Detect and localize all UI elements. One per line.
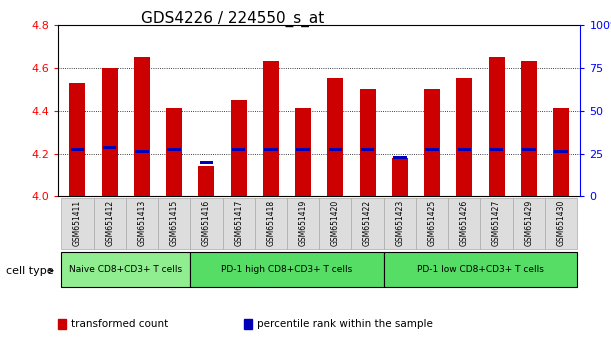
Text: GSM651411: GSM651411 [73,200,82,246]
Text: PD-1 high CD8+CD3+ T cells: PD-1 high CD8+CD3+ T cells [221,265,353,274]
Text: GSM651425: GSM651425 [428,200,437,246]
Bar [384,252,577,287]
Bar [126,198,158,249]
Bar [393,156,407,159]
Text: Naive CD8+CD3+ T cells: Naive CD8+CD3+ T cells [69,265,182,274]
Bar [320,198,351,249]
Text: GSM651416: GSM651416 [202,200,211,246]
Bar [158,198,190,249]
Bar [416,198,448,249]
Bar [222,198,255,249]
Bar [287,198,319,249]
Bar [458,148,471,151]
Bar [480,198,513,249]
Bar [554,150,568,153]
Bar [70,148,84,151]
Text: GSM651423: GSM651423 [395,200,404,246]
Bar [264,148,278,151]
Text: GSM651419: GSM651419 [299,200,307,246]
Bar [425,148,439,151]
Text: GDS4226 / 224550_s_at: GDS4226 / 224550_s_at [141,11,324,27]
Bar [384,198,416,249]
Text: GSM651412: GSM651412 [105,200,114,246]
Bar [167,148,181,151]
Bar [360,148,375,151]
Bar [200,161,213,164]
Bar [101,68,118,196]
Bar [448,198,480,249]
Text: GSM651426: GSM651426 [460,200,469,246]
Bar [489,57,505,196]
Text: cell type: cell type [6,266,54,276]
Bar [327,79,343,196]
Bar [232,148,246,151]
Text: GSM651429: GSM651429 [524,200,533,246]
Bar [351,198,384,249]
Text: transformed count: transformed count [71,319,168,329]
Bar [359,89,376,196]
Bar [392,158,408,196]
Bar [69,83,86,196]
Text: GSM651417: GSM651417 [234,200,243,246]
Bar [190,252,384,287]
Bar [103,146,117,149]
Bar [456,79,472,196]
Bar [166,108,182,196]
Text: percentile rank within the sample: percentile rank within the sample [257,319,433,329]
Bar [230,100,247,196]
Text: GSM651420: GSM651420 [331,200,340,246]
Text: PD-1 low CD8+CD3+ T cells: PD-1 low CD8+CD3+ T cells [417,265,544,274]
Bar [255,198,287,249]
Bar [61,252,190,287]
Bar [521,61,537,196]
Text: GSM651413: GSM651413 [137,200,147,246]
Bar [329,148,342,151]
Bar [424,89,440,196]
Bar [61,198,93,249]
Bar [199,166,214,196]
Bar [296,148,310,151]
Text: GSM651430: GSM651430 [557,200,566,246]
Bar [93,198,126,249]
Bar [135,150,148,153]
Bar [490,148,503,151]
Text: GSM651415: GSM651415 [170,200,178,246]
Text: GSM651427: GSM651427 [492,200,501,246]
Text: GSM651418: GSM651418 [266,200,276,246]
Bar [553,108,569,196]
Bar [190,198,222,249]
Bar [295,108,311,196]
Bar [134,57,150,196]
Bar [263,61,279,196]
Text: GSM651422: GSM651422 [363,200,372,246]
Bar [522,148,536,151]
Bar [545,198,577,249]
Bar [513,198,545,249]
